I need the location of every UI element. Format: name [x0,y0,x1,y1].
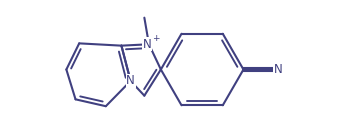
Text: N: N [126,75,135,88]
Text: +: + [152,34,160,43]
Text: N: N [273,63,282,76]
Text: N: N [143,38,151,51]
